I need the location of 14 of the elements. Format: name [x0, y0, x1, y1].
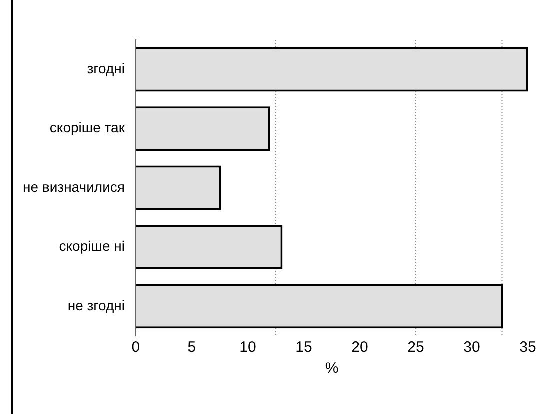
y-tick-label: скоріше ні — [59, 238, 125, 254]
y-tick-label: скоріше так — [50, 120, 126, 136]
y-tick-label: згодні — [87, 60, 125, 76]
x-tick-label: 30 — [464, 339, 480, 356]
x-tick-label: 25 — [408, 339, 424, 356]
x-tick-label: 20 — [352, 339, 368, 356]
x-tick-label: 15 — [296, 339, 312, 356]
x-tick-label: 0 — [132, 339, 140, 356]
y-tick-label: не згодні — [68, 297, 125, 314]
x-tick-label: 35 — [520, 339, 536, 356]
y-tick-label: не визначилися — [22, 178, 125, 195]
x-axis-title: % — [325, 360, 339, 378]
x-tick-label: 5 — [188, 339, 196, 356]
x-tick-label: 10 — [240, 339, 256, 356]
